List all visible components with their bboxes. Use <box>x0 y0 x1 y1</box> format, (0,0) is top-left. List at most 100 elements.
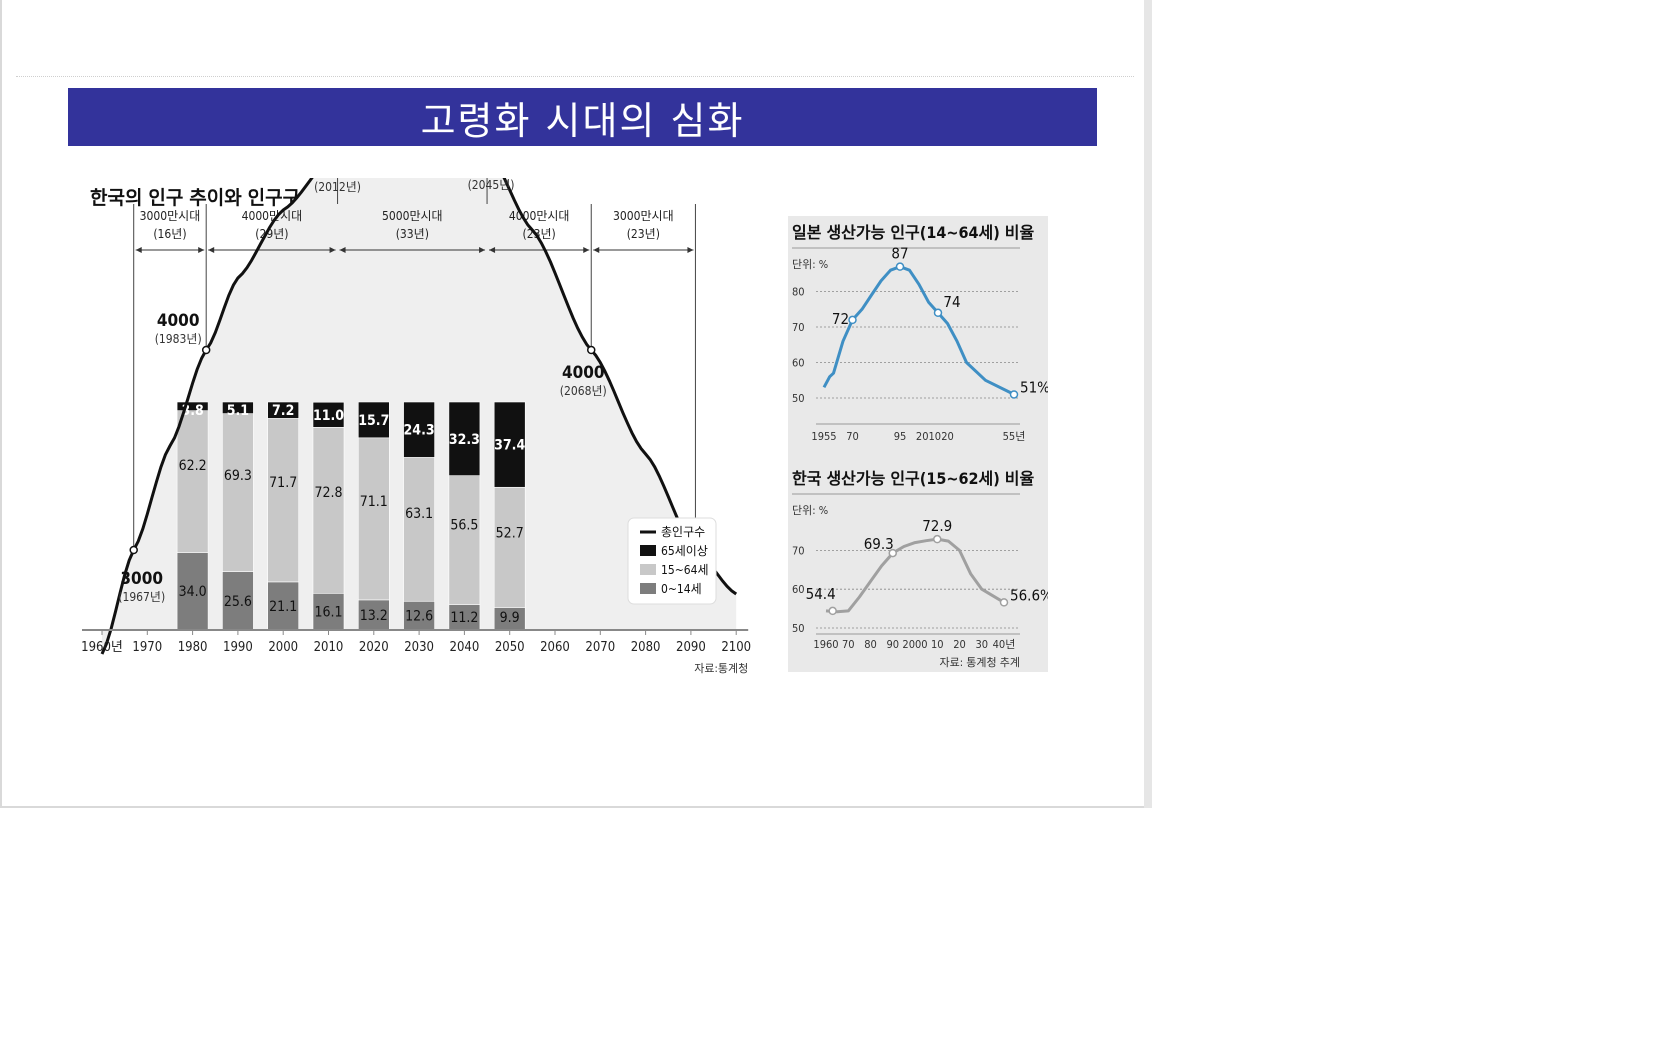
bar-segment <box>222 401 254 414</box>
x-tick-label: 80 <box>864 638 877 651</box>
bar-value-label: 52.7 <box>496 526 524 542</box>
population-value-label: 4000 <box>562 363 605 383</box>
bar-value-label: 11.2 <box>450 610 478 626</box>
x-axis-tick-label: 2040 <box>450 640 480 655</box>
bar-segment <box>403 457 435 602</box>
x-tick-label: 30 <box>975 638 988 651</box>
ratio-point <box>888 548 897 558</box>
bar-segment <box>222 413 254 572</box>
bar-value-label: 12.6 <box>405 609 433 625</box>
x-axis-tick-label: 2090 <box>676 640 706 655</box>
x-tick-label: 40년 <box>993 638 1016 651</box>
x-axis-tick-label: 2010 <box>314 640 344 655</box>
bar-value-label: 25.6 <box>224 594 252 610</box>
legend-label: 0~14세 <box>661 582 702 596</box>
bar-segment <box>493 486 526 608</box>
ratio-value-label: 56.6% <box>1010 586 1048 604</box>
bar-value-label: 72.8 <box>314 485 342 501</box>
ratio-value-label: 87 <box>891 245 908 263</box>
x-tick-label: 2010 <box>916 430 941 443</box>
x-axis-tick-label: 2060 <box>540 640 570 655</box>
legend-label: 15~64세 <box>661 563 709 577</box>
y-tick-label: 70 <box>792 321 805 334</box>
bar-segment <box>176 552 209 631</box>
era-label: 3000만시대 <box>140 209 201 223</box>
era-arrow-head-right <box>583 247 590 253</box>
x-tick-label: 20 <box>953 638 966 651</box>
era-arrow-head-right <box>329 247 336 253</box>
ratio-value-label: 72.9 <box>922 517 952 535</box>
population-year-label: (2045년) <box>468 178 515 192</box>
bar-segment <box>176 401 209 411</box>
legend-swatch <box>640 583 656 594</box>
population-chart-panel: 한국의 인구 추이와 인구구조 변화(단위:만명, %)3000만시대(16년)… <box>81 102 762 678</box>
bar-value-label: 62.2 <box>179 458 207 474</box>
x-axis-tick-label: 1990 <box>223 640 253 655</box>
era-arrow-head-right <box>687 247 694 253</box>
y-tick-label: 50 <box>792 392 805 405</box>
x-axis-tick-label: 2050 <box>495 640 525 655</box>
ratio-value-label: 69.3 <box>864 535 894 553</box>
era-label: 3000만시대 <box>613 209 674 223</box>
bar-value-label: 21.1 <box>269 599 297 615</box>
bar-segment <box>176 410 209 553</box>
era-arrow-head-left <box>339 247 346 253</box>
population-year-label: (2068년) <box>560 384 607 398</box>
bar-value-label: 16.1 <box>314 605 342 621</box>
ratio-point <box>848 315 857 325</box>
population-value-label: 5000 <box>316 178 359 179</box>
x-axis-tick-label: 1970 <box>132 640 162 655</box>
population-chart: 한국의 인구 추이와 인구구조 변화(단위:만명, %)3000만시대(16년)… <box>81 102 751 675</box>
era-arrow-head-left <box>593 247 600 253</box>
side-chart-source: 자료: 통계청 추계 <box>940 656 1020 669</box>
bar-segment <box>493 401 526 488</box>
bar-value-label: 24.3 <box>404 423 435 439</box>
population-year-label: (1983년) <box>155 332 202 346</box>
bar-segment <box>448 604 481 631</box>
x-tick-label: 55년 <box>1003 430 1026 443</box>
bar-segment <box>403 401 435 458</box>
line-chart-title: 일본 생산가능 인구(14~64세) 비율 <box>792 223 1035 242</box>
legend-label: 총인구수 <box>661 525 705 539</box>
x-axis-tick-label: 2030 <box>404 640 434 655</box>
population-area-fill <box>102 106 737 655</box>
y-tick-label: 70 <box>792 544 805 557</box>
population-year-label: (2012년) <box>314 180 361 194</box>
x-tick-label: 1960 <box>813 638 838 651</box>
vertical-scrollbar[interactable] <box>1144 0 1152 808</box>
era-arrow-head-right <box>479 247 486 253</box>
y-tick-label: 60 <box>792 357 805 370</box>
legend-box <box>627 517 717 605</box>
x-tick-label: 90 <box>886 638 899 651</box>
bar-value-label: 5.1 <box>227 403 249 419</box>
bar-segment <box>312 427 345 594</box>
top-divider <box>16 76 1134 77</box>
bar-segment <box>267 418 299 583</box>
bar-value-label: 63.1 <box>405 506 433 522</box>
x-tick-label: 1955 <box>811 430 836 443</box>
era-arrow-head-left <box>135 247 142 253</box>
ratio-line <box>825 537 1005 614</box>
bar-value-label: 71.1 <box>360 494 388 510</box>
main-chart-source: 자료:통계청 <box>694 662 748 675</box>
ratio-point <box>1009 390 1019 399</box>
bar-value-label: 69.3 <box>224 468 252 484</box>
era-years: (23년) <box>627 227 660 241</box>
bar-segment <box>357 401 390 439</box>
bar-value-label: 32.3 <box>449 432 480 448</box>
era-arrow-head-left <box>489 247 496 253</box>
population-value-label: 4000 <box>157 311 200 331</box>
slide: 고령화 시대의 심화 한국의 인구 추이와 인구구조 변화(단위:만명, %)3… <box>0 0 1150 808</box>
era-label: 5000만시대 <box>382 209 443 223</box>
bar-value-label: 9.9 <box>500 610 520 626</box>
population-year-label: (1967년) <box>118 590 165 604</box>
ratio-line <box>822 265 1015 396</box>
slide-title-bar: 고령화 시대의 심화 <box>68 88 1097 146</box>
x-axis-tick-label: 2000 <box>268 640 298 655</box>
ratio-point <box>895 262 905 271</box>
ratio-point <box>828 606 837 616</box>
bar-segment <box>357 599 390 631</box>
ratio-value-label: 54.4 <box>806 585 836 603</box>
x-axis-tick-label: 2020 <box>359 640 389 655</box>
